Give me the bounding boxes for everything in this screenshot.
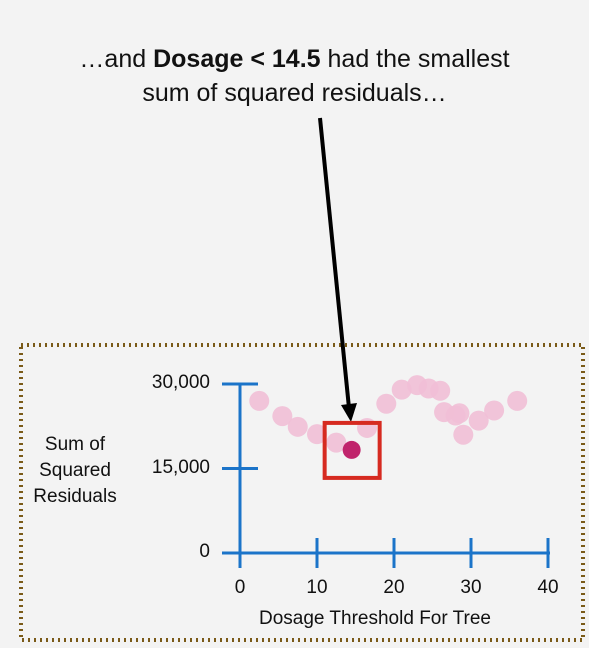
- highlight-box: [322, 420, 382, 480]
- data-point: [449, 403, 470, 424]
- data-point: [307, 424, 327, 445]
- data-point: [453, 424, 474, 445]
- data-point: [484, 400, 505, 421]
- data-point: [326, 432, 347, 453]
- x-tick-label: 0: [234, 577, 246, 598]
- y-tick-label: 30,000: [151, 372, 210, 393]
- data-point: [376, 393, 397, 414]
- data-point: [249, 390, 270, 411]
- x-tick-label: 30: [460, 577, 482, 598]
- x-axis-label: Dosage Threshold For Tree: [259, 608, 491, 629]
- annotation-arrow-shaft: [318, 117, 351, 409]
- y-axis-label-line: Sum of: [44, 434, 106, 455]
- y-axis-label-line: Residuals: [33, 486, 117, 507]
- annotation-prefix: …and: [79, 45, 154, 73]
- y-tick-label: 15,000: [151, 456, 210, 478]
- annotation-line-2: sum of squared residuals…: [142, 79, 447, 107]
- y-tick-label: 0: [199, 541, 210, 562]
- chart-frame: [19, 343, 585, 642]
- annotation-arrow-head: [341, 403, 357, 422]
- x-tick-label: 40: [537, 577, 559, 598]
- x-tick-label: 20: [383, 577, 405, 598]
- data-point: [507, 390, 528, 411]
- y-axis-label: Sum of Squared Residuals: [20, 432, 130, 510]
- highlighted-data-point: [342, 440, 361, 459]
- data-point: [430, 380, 451, 401]
- y-axis-label-line: Squared: [39, 460, 111, 481]
- data-point: [468, 410, 489, 431]
- data-point: [391, 379, 412, 400]
- x-tick-label: 10: [306, 577, 328, 598]
- annotation-bold: Dosage < 14.5: [153, 45, 321, 73]
- data-point: [272, 406, 293, 427]
- annotation-suffix: had the smallest: [320, 45, 510, 73]
- data-point: [287, 416, 308, 437]
- annotation-line-1: …and Dosage < 14.5 had the smallest: [0, 42, 589, 76]
